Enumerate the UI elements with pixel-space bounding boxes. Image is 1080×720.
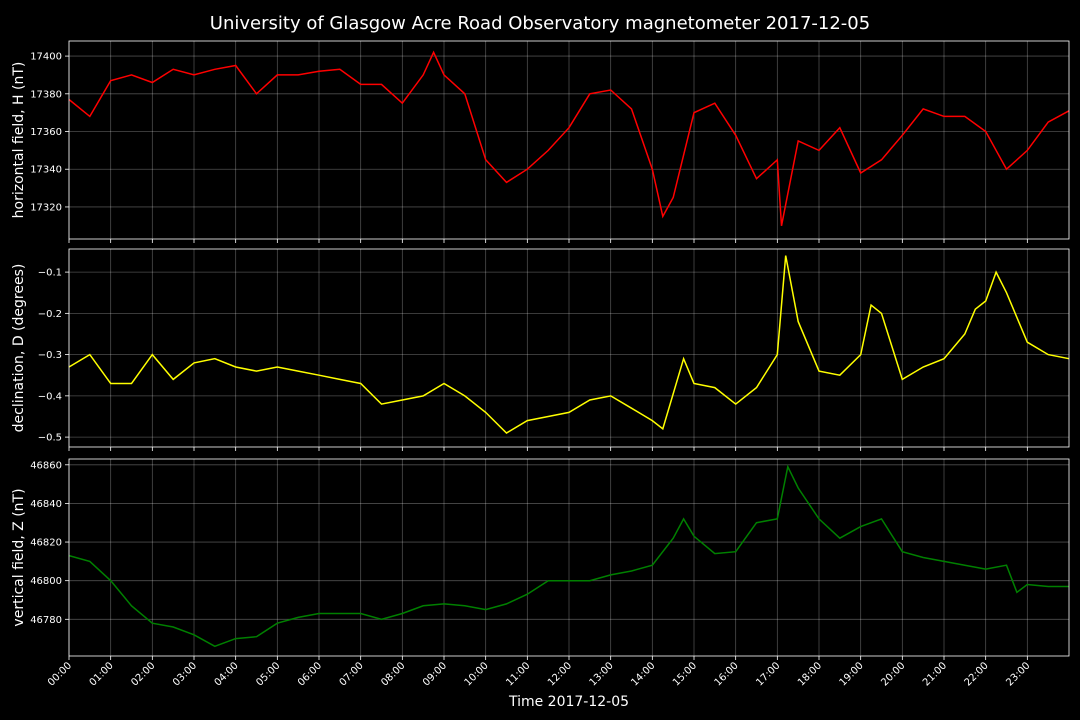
y-tick-label: 17400: [30, 52, 62, 63]
y-axis-label: declination, D (degrees): [11, 264, 27, 433]
plot-frame: [68, 40, 1070, 240]
y-tick-label: −0.4: [38, 391, 62, 402]
y-tick-label: 17320: [30, 202, 62, 213]
y-tick-label: 17360: [30, 127, 62, 138]
y-tick-label: 46820: [30, 538, 62, 549]
plot-frame: [68, 458, 1070, 657]
y-tick-label: 46780: [30, 615, 62, 626]
y-tick-label: −0.3: [38, 350, 62, 361]
y-tick-label: 17340: [30, 165, 62, 176]
y-tick-label: 46800: [30, 576, 62, 587]
y-axis-label: horizontal field, H (nT): [11, 62, 27, 219]
y-tick-label: −0.1: [38, 268, 62, 279]
y-tick-label: 46840: [30, 499, 62, 510]
x-axis-label: Time 2017-12-05: [508, 694, 629, 710]
y-axis-label: vertical field, Z (nT): [11, 488, 27, 626]
y-tick-label: 46860: [30, 460, 62, 471]
y-tick-label: −0.5: [38, 433, 62, 444]
data-line: [68, 464, 1069, 648]
y-tick-label: −0.2: [38, 309, 62, 320]
y-tick-label: 17380: [30, 89, 62, 100]
data-line: [68, 255, 1070, 434]
figure-title: University of Glasgow Acre Road Observat…: [210, 13, 870, 34]
plot-frame: [68, 248, 1070, 448]
data-line: [68, 50, 1070, 226]
